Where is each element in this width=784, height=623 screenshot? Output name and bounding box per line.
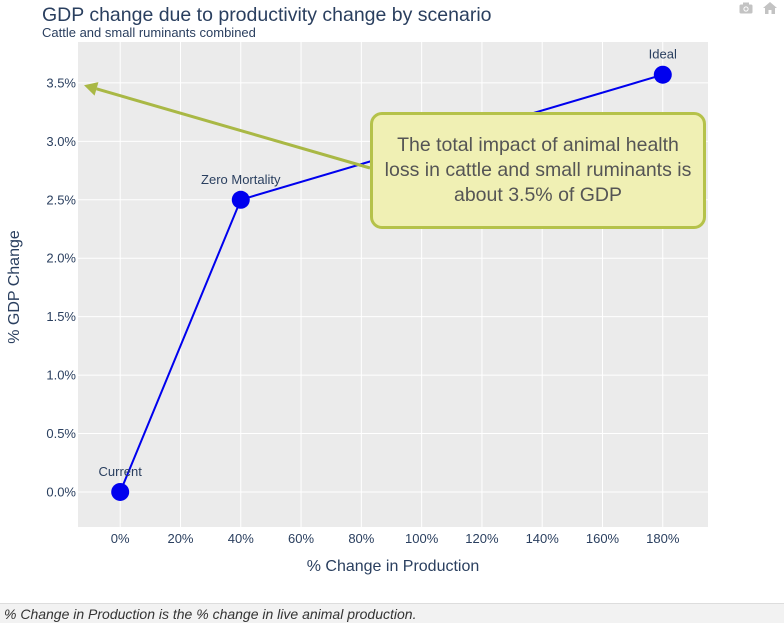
caption-bar: % Change in Production is the % change i… — [0, 603, 784, 623]
caption: % Change in Production is the % change i… — [4, 606, 417, 622]
y-tick-label: 3.0% — [46, 134, 76, 149]
y-tick-label: 1.0% — [46, 368, 76, 383]
x-tick-label: 40% — [228, 531, 254, 546]
annotation-arrowhead — [84, 82, 99, 96]
series-points: Current Zero Mortality Ideal — [99, 47, 677, 501]
y-tick-label: 0.0% — [46, 484, 76, 499]
y-tick-label: 0.5% — [46, 426, 76, 441]
x-axis-ticks: 0% 20% 40% 60% 80% 100% 120% 140% 160% 180% — [111, 531, 680, 546]
y-tick-label: 2.0% — [46, 251, 76, 266]
data-point — [111, 482, 130, 501]
chart: GDP change due to productivity change by… — [6, 4, 708, 575]
annotation-text: The total impact of animal health loss i… — [384, 134, 692, 206]
camera-icon[interactable] — [738, 0, 754, 16]
x-tick-label: 20% — [167, 531, 193, 546]
x-tick-label: 160% — [586, 531, 620, 546]
x-tick-label: 100% — [405, 531, 439, 546]
x-axis-label: % Change in Production — [307, 558, 480, 575]
y-tick-label: 3.5% — [46, 75, 76, 90]
y-axis-ticks: 0.0% 0.5% 1.0% 1.5% 2.0% 2.5% 3.0% 3.5% — [46, 75, 76, 499]
home-icon[interactable] — [762, 0, 778, 16]
data-point — [231, 190, 250, 209]
data-point-label: Ideal — [649, 47, 677, 62]
modebar — [738, 0, 778, 16]
x-tick-label: 60% — [288, 531, 314, 546]
x-tick-label: 0% — [111, 531, 130, 546]
chart-title: GDP change due to productivity change by… — [42, 4, 492, 26]
x-tick-label: 80% — [348, 531, 374, 546]
y-tick-label: 2.5% — [46, 192, 76, 207]
chart-subtitle: Cattle and small ruminants combined — [42, 25, 256, 40]
x-tick-label: 180% — [646, 531, 680, 546]
x-tick-label: 140% — [526, 531, 560, 546]
y-grid — [78, 82, 708, 493]
data-point-label: Current — [99, 464, 143, 479]
annotation-arrow — [96, 87, 371, 170]
data-point — [653, 65, 672, 84]
y-tick-label: 1.5% — [46, 309, 76, 324]
annotation-callout: The total impact of animal health loss i… — [370, 112, 706, 229]
x-tick-label: 120% — [465, 531, 499, 546]
data-point-label: Zero Mortality — [201, 172, 281, 187]
y-axis-label: % GDP Change — [6, 230, 23, 344]
